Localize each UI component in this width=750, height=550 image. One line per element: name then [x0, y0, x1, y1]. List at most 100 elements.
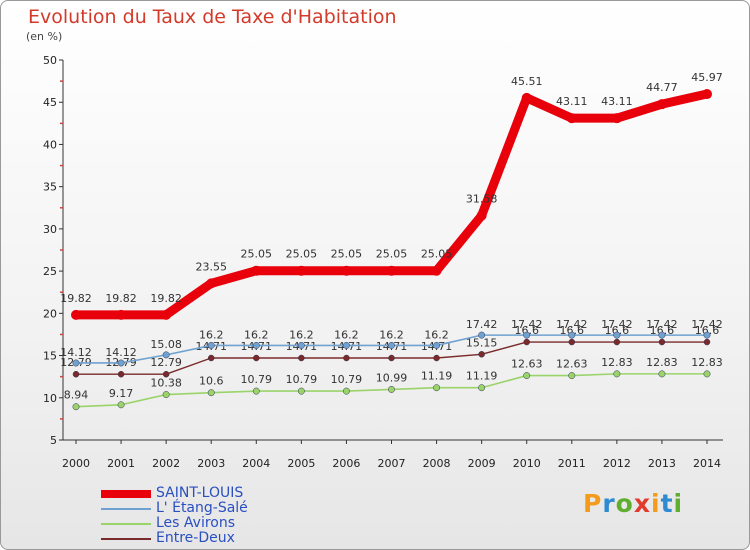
- data-point: [386, 265, 397, 276]
- data-point: [658, 370, 666, 378]
- data-label: 12.63: [511, 358, 543, 371]
- data-point: [297, 341, 305, 349]
- data-label: 16.6: [514, 324, 539, 337]
- data-point: [613, 338, 621, 346]
- data-label: 25.05: [286, 248, 318, 261]
- x-tick-label: 2001: [107, 457, 135, 470]
- data-label: 25.05: [331, 248, 363, 261]
- data-point: [388, 354, 395, 362]
- data-point: [433, 341, 441, 349]
- x-tick-label: 2013: [648, 457, 676, 470]
- legend-label: Les Avirons: [156, 515, 236, 531]
- legend-swatch: [101, 508, 151, 510]
- data-label: 17.42: [601, 318, 633, 331]
- data-point: [388, 341, 395, 349]
- data-label: 8.94: [64, 389, 89, 402]
- y-tick-label: 25: [43, 265, 57, 278]
- data-point: [162, 391, 170, 399]
- data-point: [478, 351, 485, 358]
- data-label: 43.11: [556, 95, 588, 108]
- data-point: [521, 92, 532, 103]
- data-point: [568, 372, 576, 380]
- data-label: 14.12: [105, 346, 137, 359]
- data-label: 16.2: [199, 328, 224, 341]
- data-label: 17.42: [691, 318, 723, 331]
- data-point: [568, 338, 576, 346]
- data-point: [388, 385, 395, 393]
- data-point: [566, 113, 577, 124]
- data-label: 10.79: [241, 373, 273, 386]
- series-line-saint-louis: [71, 89, 712, 320]
- x-tick-label: 2011: [558, 457, 586, 470]
- data-point: [523, 331, 531, 339]
- y-tick-label: 10: [43, 392, 57, 405]
- x-tick-label: 2003: [197, 457, 225, 470]
- data-label: 10.38: [150, 377, 182, 390]
- data-point: [117, 370, 125, 378]
- data-point: [613, 370, 621, 378]
- data-point: [478, 384, 486, 392]
- x-tick-label: 2007: [378, 457, 406, 470]
- y-tick-label: 45: [43, 96, 57, 109]
- y-tick-label: 50: [43, 54, 57, 67]
- y-tick-label: 40: [43, 138, 57, 151]
- legend-swatch: [101, 523, 151, 525]
- data-point: [476, 210, 487, 221]
- data-label: 10.79: [286, 373, 318, 386]
- data-label: 43.11: [601, 95, 633, 108]
- data-label: 25.05: [376, 248, 408, 261]
- data-label: 16.2: [289, 328, 314, 341]
- data-point: [568, 331, 576, 339]
- data-point: [253, 354, 260, 362]
- x-tick-label: 2008: [423, 457, 451, 470]
- data-label: 16.6: [560, 324, 585, 337]
- data-label: 12.83: [646, 356, 678, 369]
- proxiti-logo: Proxiti: [583, 489, 684, 518]
- data-label: 19.82: [105, 292, 137, 305]
- y-tick-label: 15: [43, 350, 57, 363]
- legend-label: L' Étang-Salé: [156, 500, 248, 516]
- data-label: 19.82: [60, 292, 92, 305]
- data-point: [298, 354, 305, 362]
- data-label: 45.97: [691, 71, 723, 84]
- y-tick-label: 35: [43, 181, 57, 194]
- legend-label: Entre-Deux: [156, 530, 235, 546]
- y-tick-label: 20: [43, 307, 57, 320]
- data-label: 15.08: [150, 338, 182, 351]
- data-point: [71, 309, 81, 320]
- x-tick-label: 2009: [468, 457, 496, 470]
- data-point: [523, 338, 530, 346]
- legend-label: SAINT-LOUIS: [156, 485, 244, 501]
- data-point: [117, 401, 125, 409]
- data-label: 25.05: [421, 248, 453, 261]
- data-label: 15.15: [466, 336, 498, 349]
- data-point: [703, 331, 711, 339]
- data-label: 16.6: [650, 324, 675, 337]
- data-label: 19.82: [150, 292, 182, 305]
- data-point: [703, 370, 711, 378]
- data-point: [341, 265, 352, 276]
- data-label: 12.79: [150, 356, 182, 369]
- data-point: [162, 370, 170, 378]
- x-tick-label: 2005: [287, 457, 315, 470]
- data-point: [703, 338, 711, 346]
- data-label: 17.42: [511, 318, 543, 331]
- data-label: 44.77: [646, 81, 678, 94]
- y-tick-label: 30: [43, 223, 57, 236]
- data-label: 16.6: [605, 324, 630, 337]
- data-label: 23.55: [195, 260, 227, 273]
- data-point: [117, 359, 125, 367]
- data-point: [72, 359, 80, 367]
- data-label: 16.6: [695, 324, 720, 337]
- data-label: 16.2: [244, 328, 269, 341]
- data-point: [433, 354, 440, 362]
- data-point: [656, 99, 667, 110]
- data-point: [342, 341, 350, 349]
- data-point: [658, 331, 666, 339]
- data-point: [658, 338, 666, 346]
- data-point: [297, 387, 305, 395]
- x-tick-label: 2002: [152, 457, 180, 470]
- x-tick-label: 2006: [332, 457, 360, 470]
- y-tick-label: 5: [50, 434, 57, 447]
